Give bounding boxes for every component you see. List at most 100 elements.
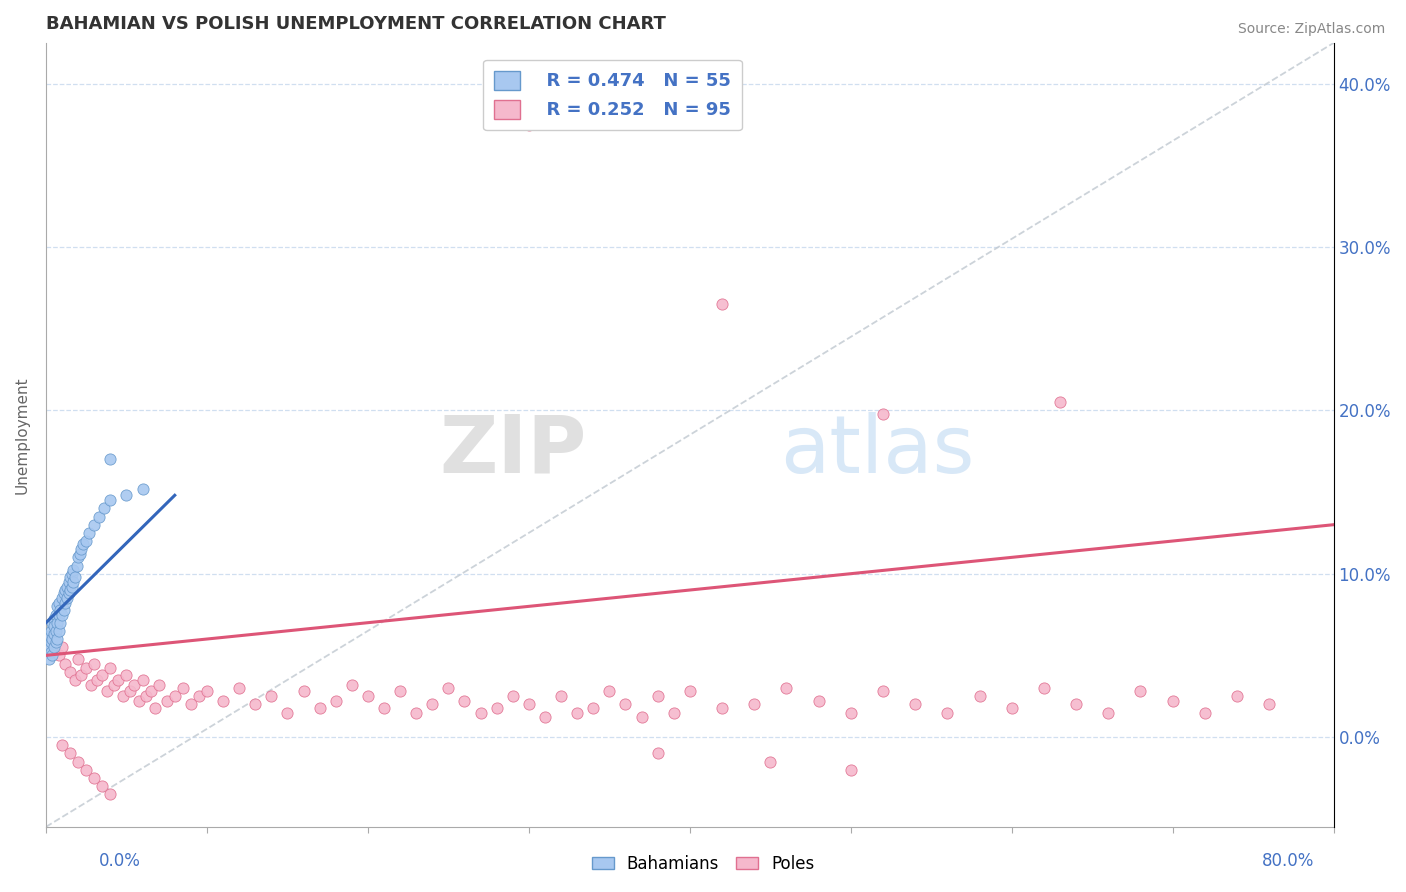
Point xyxy=(53,596,76,610)
Point xyxy=(308,700,330,714)
Point xyxy=(48,624,70,638)
Point xyxy=(145,700,167,714)
Point xyxy=(115,488,138,502)
Point xyxy=(135,689,157,703)
Point xyxy=(41,615,63,630)
Point xyxy=(83,657,105,671)
Point xyxy=(51,607,73,622)
Point xyxy=(49,602,72,616)
Point xyxy=(139,684,162,698)
Point xyxy=(128,694,150,708)
Text: BAHAMIAN VS POLISH UNEMPLOYMENT CORRELATION CHART: BAHAMIAN VS POLISH UNEMPLOYMENT CORRELAT… xyxy=(46,15,666,33)
Point xyxy=(42,627,65,641)
Point xyxy=(582,700,605,714)
Point xyxy=(63,673,86,687)
Point xyxy=(39,635,62,649)
Point xyxy=(187,689,209,703)
Point xyxy=(292,684,315,698)
Point xyxy=(180,698,202,712)
Point xyxy=(49,615,72,630)
Point xyxy=(405,706,427,720)
Point xyxy=(93,501,115,516)
Point xyxy=(647,747,669,761)
Point xyxy=(42,640,65,655)
Point xyxy=(103,678,125,692)
Point xyxy=(59,582,82,597)
Point xyxy=(45,624,67,638)
Point xyxy=(598,684,620,698)
Point xyxy=(39,624,62,638)
Point xyxy=(1161,694,1184,708)
Point xyxy=(534,710,557,724)
Text: 0.0%: 0.0% xyxy=(98,852,141,870)
Point xyxy=(1001,700,1024,714)
Text: 80.0%: 80.0% xyxy=(1263,852,1315,870)
Point xyxy=(172,681,194,695)
Point xyxy=(59,665,82,679)
Point xyxy=(212,694,235,708)
Point xyxy=(67,550,90,565)
Point xyxy=(711,700,734,714)
Point xyxy=(742,698,765,712)
Point xyxy=(260,689,283,703)
Point xyxy=(98,661,121,675)
Point xyxy=(70,542,93,557)
Point xyxy=(936,706,959,720)
Point xyxy=(107,673,129,687)
Point xyxy=(420,698,443,712)
Point xyxy=(614,698,637,712)
Point xyxy=(41,648,63,663)
Point xyxy=(39,645,62,659)
Point xyxy=(51,591,73,606)
Point xyxy=(1194,706,1216,720)
Point xyxy=(60,566,83,581)
Point xyxy=(839,763,862,777)
Point xyxy=(75,661,97,675)
Point xyxy=(565,706,588,720)
Point xyxy=(112,689,135,703)
Point xyxy=(437,681,460,695)
Point xyxy=(67,651,90,665)
Point xyxy=(759,755,782,769)
Text: Source: ZipAtlas.com: Source: ZipAtlas.com xyxy=(1237,22,1385,37)
Point xyxy=(118,684,141,698)
Point xyxy=(195,684,218,698)
Point xyxy=(86,673,108,687)
Legend:   R = 0.474   N = 55,   R = 0.252   N = 95: R = 0.474 N = 55, R = 0.252 N = 95 xyxy=(484,60,742,130)
Point xyxy=(131,482,153,496)
Point xyxy=(1049,395,1071,409)
Point xyxy=(75,763,97,777)
Point xyxy=(83,771,105,785)
Point xyxy=(69,547,91,561)
Point xyxy=(60,580,83,594)
Point xyxy=(502,689,524,703)
Point xyxy=(131,673,153,687)
Point xyxy=(453,694,475,708)
Point xyxy=(1226,689,1249,703)
Point xyxy=(53,657,76,671)
Point xyxy=(1258,698,1281,712)
Point xyxy=(373,700,395,714)
Point xyxy=(38,629,60,643)
Point xyxy=(1097,706,1119,720)
Point xyxy=(711,297,734,311)
Point xyxy=(357,689,380,703)
Point xyxy=(325,694,347,708)
Point xyxy=(485,700,508,714)
Point xyxy=(75,534,97,549)
Point xyxy=(45,607,67,622)
Point xyxy=(48,596,70,610)
Point xyxy=(65,558,87,573)
Point xyxy=(148,678,170,692)
Point xyxy=(80,678,103,692)
Point xyxy=(41,632,63,646)
Point xyxy=(1129,684,1152,698)
Point xyxy=(550,689,572,703)
Point xyxy=(37,640,59,655)
Point xyxy=(340,678,363,692)
Point xyxy=(83,517,105,532)
Point xyxy=(872,684,894,698)
Point xyxy=(630,710,652,724)
Point xyxy=(42,619,65,633)
Legend: Bahamians, Poles: Bahamians, Poles xyxy=(585,848,821,880)
